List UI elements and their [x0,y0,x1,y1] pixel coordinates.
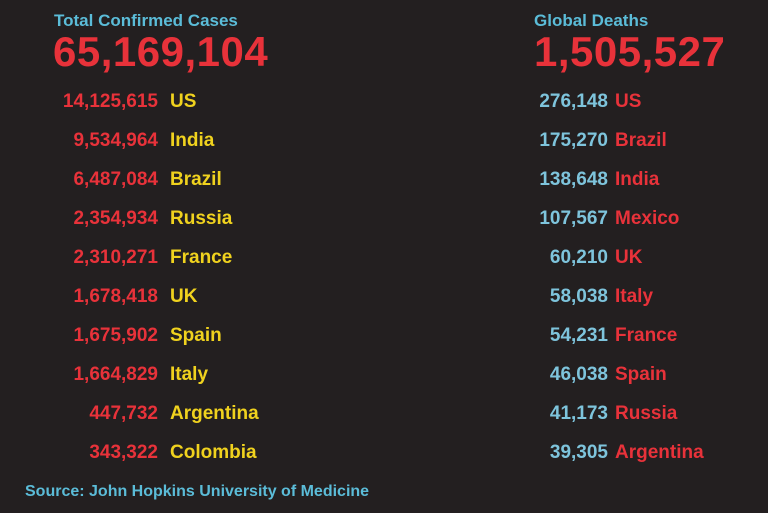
global-deaths-total: 1,505,527 [534,28,726,75]
deaths-value: 41,173 [549,402,608,424]
global-deaths-title: Global Deaths [534,11,649,30]
cases-row: 6,487,084 Brazil [0,160,380,199]
cases-value: 9,534,964 [73,129,158,151]
global-deaths-list: 276,148 US 175,270 Brazil 138,648 India 107… [500,82,768,472]
deaths-row: 41,173 Russia [500,394,768,433]
cases-row: 14,125,615 US [0,82,380,121]
cases-country: Colombia [170,441,257,463]
deaths-value: 276,148 [539,90,608,112]
cases-row: 2,310,271 France [0,238,380,277]
cases-row: 1,664,829 Italy [0,355,380,394]
cases-value: 14,125,615 [62,90,158,112]
deaths-country: US [615,90,642,112]
deaths-value: 175,270 [539,129,608,151]
cases-row: 1,675,902 Spain [0,316,380,355]
cases-value: 447,732 [89,402,158,424]
cases-country: Spain [170,324,222,346]
deaths-value: 58,038 [549,285,608,307]
confirmed-cases-title: Total Confirmed Cases [54,11,238,30]
deaths-country: Brazil [615,129,667,151]
deaths-row: 39,305 Argentina [500,433,768,472]
deaths-country: Argentina [615,441,704,463]
cases-value: 1,678,418 [73,285,158,307]
cases-row: 447,732 Argentina [0,394,380,433]
cases-country: Argentina [170,402,259,424]
deaths-row: 46,038 Spain [500,355,768,394]
deaths-value: 39,305 [549,441,608,463]
cases-country: UK [170,285,198,307]
cases-value: 2,310,271 [73,246,158,268]
deaths-country: Russia [615,402,678,424]
cases-country: France [170,246,233,268]
deaths-value: 107,567 [539,207,608,229]
deaths-row: 276,148 US [500,82,768,121]
cases-row: 2,354,934 Russia [0,199,380,238]
deaths-value: 138,648 [539,168,608,190]
deaths-value: 46,038 [549,363,608,385]
deaths-row: 54,231 France [500,316,768,355]
confirmed-cases-total: 65,169,104 [53,28,269,75]
cases-country: US [170,90,197,112]
deaths-row: 58,038 Italy [500,277,768,316]
source-credit: Source: John Hopkins University of Medic… [25,483,370,500]
cases-country: Russia [170,207,233,229]
deaths-country: Spain [615,363,667,385]
deaths-row: 175,270 Brazil [500,121,768,160]
cases-value: 343,322 [89,441,158,463]
deaths-country: Mexico [615,207,680,229]
deaths-country: France [615,324,678,346]
cases-row: 343,322 Colombia [0,433,380,472]
confirmed-cases-list: 14,125,615 US 9,534,964 India 6,487,084 Bra… [0,82,380,472]
deaths-country: UK [615,246,643,268]
cases-value: 1,675,902 [73,324,158,346]
cases-country: India [170,129,215,151]
deaths-country: India [615,168,660,190]
deaths-value: 54,231 [549,324,608,346]
cases-value: 1,664,829 [73,363,158,385]
deaths-value: 60,210 [549,246,608,268]
deaths-row: 138,648 India [500,160,768,199]
deaths-row: 107,567 Mexico [500,199,768,238]
cases-row: 9,534,964 India [0,121,380,160]
deaths-country: Italy [615,285,654,307]
cases-country: Italy [170,363,209,385]
cases-value: 6,487,084 [73,168,158,190]
cases-value: 2,354,934 [73,207,158,229]
cases-row: 1,678,418 UK [0,277,380,316]
deaths-row: 60,210 UK [500,238,768,277]
cases-country: Brazil [170,168,222,190]
